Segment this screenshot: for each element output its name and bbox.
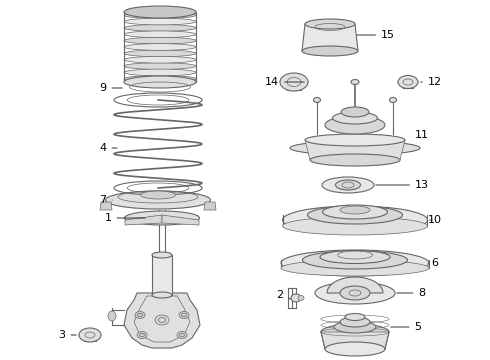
Ellipse shape xyxy=(135,311,145,319)
Ellipse shape xyxy=(177,332,187,338)
Ellipse shape xyxy=(310,154,400,166)
Ellipse shape xyxy=(340,286,370,300)
Ellipse shape xyxy=(298,296,304,301)
Ellipse shape xyxy=(321,324,389,340)
Ellipse shape xyxy=(314,98,320,103)
Ellipse shape xyxy=(281,260,429,276)
Ellipse shape xyxy=(390,98,396,103)
Ellipse shape xyxy=(315,282,395,304)
Ellipse shape xyxy=(124,76,196,82)
Ellipse shape xyxy=(124,44,196,50)
Text: 4: 4 xyxy=(99,143,117,153)
Ellipse shape xyxy=(124,50,196,57)
Polygon shape xyxy=(305,140,405,160)
Ellipse shape xyxy=(124,12,196,18)
Polygon shape xyxy=(327,277,383,293)
Ellipse shape xyxy=(283,206,427,234)
Ellipse shape xyxy=(290,141,420,155)
Text: 7: 7 xyxy=(99,195,112,205)
Ellipse shape xyxy=(152,252,172,258)
Text: 2: 2 xyxy=(276,290,291,300)
Ellipse shape xyxy=(281,250,429,276)
Polygon shape xyxy=(100,202,112,210)
Text: 10: 10 xyxy=(428,215,442,225)
Ellipse shape xyxy=(137,332,147,338)
Text: 5: 5 xyxy=(391,322,421,332)
Ellipse shape xyxy=(141,191,175,199)
Text: 6: 6 xyxy=(428,258,439,268)
Ellipse shape xyxy=(333,112,377,124)
Text: 8: 8 xyxy=(397,288,425,298)
Ellipse shape xyxy=(340,206,370,214)
Ellipse shape xyxy=(124,211,199,225)
Polygon shape xyxy=(152,255,172,295)
Ellipse shape xyxy=(308,206,402,224)
Text: 11: 11 xyxy=(415,130,429,140)
Ellipse shape xyxy=(322,205,388,219)
Ellipse shape xyxy=(124,31,196,37)
Ellipse shape xyxy=(341,107,369,117)
Ellipse shape xyxy=(325,342,385,356)
Ellipse shape xyxy=(336,180,361,190)
Text: 1: 1 xyxy=(104,213,145,223)
Ellipse shape xyxy=(108,311,116,321)
Polygon shape xyxy=(321,332,389,349)
Ellipse shape xyxy=(124,6,196,18)
Ellipse shape xyxy=(124,63,196,69)
Ellipse shape xyxy=(152,292,172,298)
Ellipse shape xyxy=(302,251,408,269)
Ellipse shape xyxy=(305,134,405,146)
Polygon shape xyxy=(124,293,200,348)
Ellipse shape xyxy=(320,251,390,264)
Ellipse shape xyxy=(291,294,301,302)
Ellipse shape xyxy=(340,317,370,327)
Ellipse shape xyxy=(124,37,196,44)
Ellipse shape xyxy=(302,46,358,56)
Ellipse shape xyxy=(155,315,169,325)
Ellipse shape xyxy=(280,73,308,91)
Polygon shape xyxy=(125,215,162,225)
Ellipse shape xyxy=(345,314,365,320)
Polygon shape xyxy=(162,215,199,225)
Ellipse shape xyxy=(334,321,376,333)
Ellipse shape xyxy=(325,116,385,134)
Ellipse shape xyxy=(179,311,189,319)
Ellipse shape xyxy=(124,24,196,31)
Ellipse shape xyxy=(124,57,196,63)
Ellipse shape xyxy=(124,18,196,25)
Ellipse shape xyxy=(398,76,418,89)
Text: 13: 13 xyxy=(376,180,429,190)
Ellipse shape xyxy=(124,69,196,76)
Ellipse shape xyxy=(305,19,355,29)
Text: 14: 14 xyxy=(265,77,304,87)
Text: 15: 15 xyxy=(357,30,395,40)
Ellipse shape xyxy=(283,217,427,235)
Text: 12: 12 xyxy=(421,77,442,87)
Text: 9: 9 xyxy=(99,83,122,93)
Ellipse shape xyxy=(105,191,211,209)
Polygon shape xyxy=(204,202,216,210)
Ellipse shape xyxy=(351,80,359,85)
Ellipse shape xyxy=(79,328,101,342)
Text: 3: 3 xyxy=(58,330,76,340)
Ellipse shape xyxy=(322,177,374,193)
Ellipse shape xyxy=(124,76,196,88)
Polygon shape xyxy=(302,24,358,51)
